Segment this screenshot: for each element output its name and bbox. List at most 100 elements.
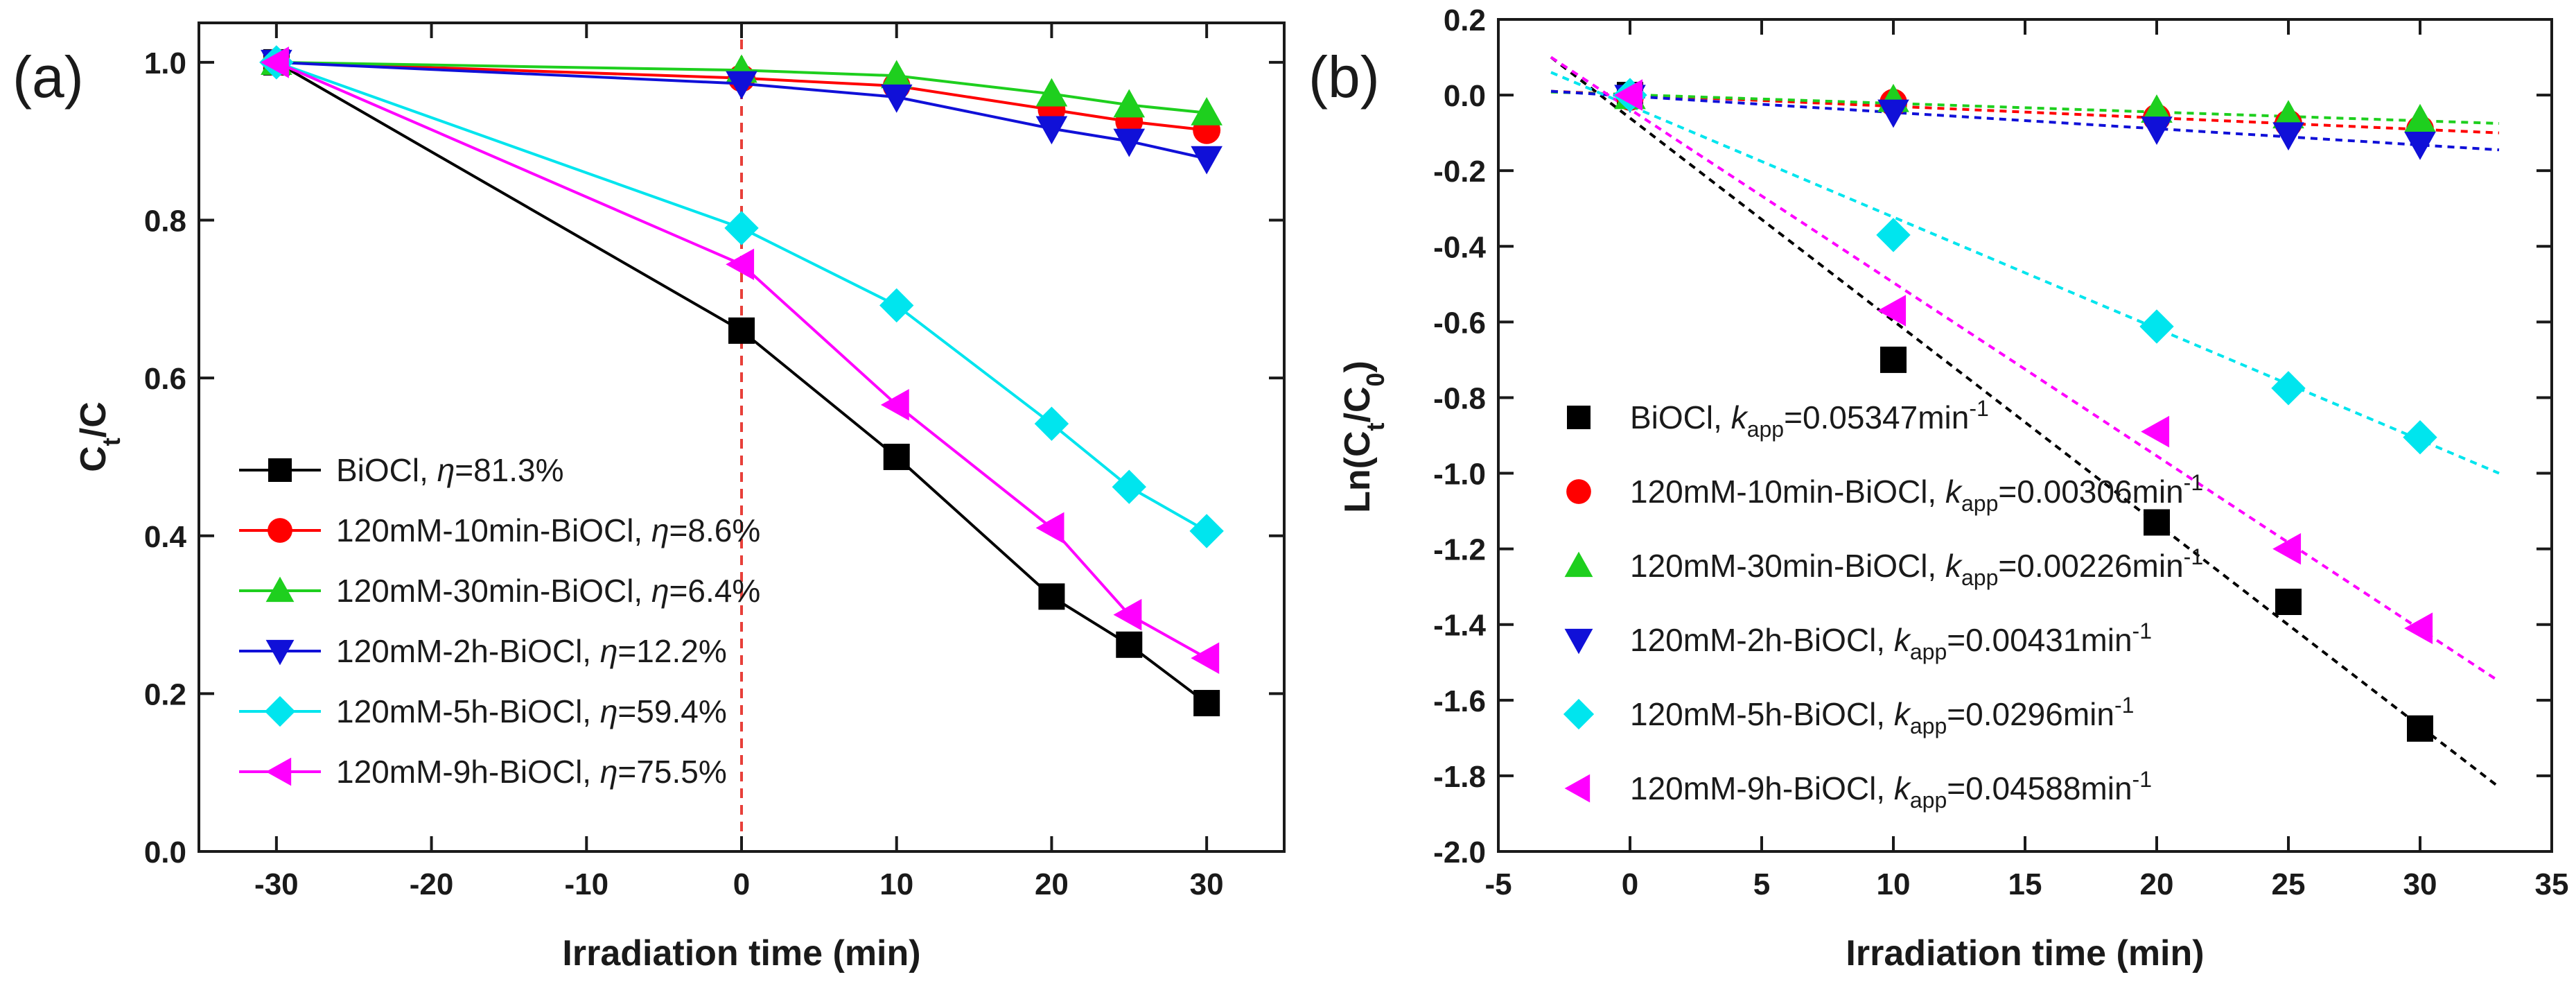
panel-b-legend-label-120mm-2h-biocl: 120mM-2h-BiOCl, kapp=0.00431min-1: [1630, 618, 2152, 664]
panel-b-xlabel: Irradiation time (min): [1846, 933, 2204, 973]
panel-a-point-120mm-9h-biocl: [261, 46, 289, 78]
panel-b-point-120mm-5h-biocl: [2403, 420, 2437, 455]
panel-b-point-120mm-9h-biocl: [2141, 415, 2170, 448]
panel-a-ytick-label: 1.0: [144, 46, 186, 80]
panel-a-point-biocl: [1116, 631, 1143, 658]
panel-a-point-120mm-30min-biocl: [1035, 78, 1068, 107]
panel-b-fit-120mm-30min-biocl: [1550, 90, 2500, 125]
panel-b-point-120mm-30min-biocl: [2272, 100, 2304, 129]
panel-b-legend-label-120mm-5h-biocl: 120mM-5h-BiOCl, kapp=0.0296min-1: [1630, 693, 2134, 738]
panel-a-xlabel: Irradiation time (min): [562, 933, 920, 973]
panel-b-point-120mm-2h-biocl: [2272, 122, 2304, 151]
panel-b-xtick-label: 5: [1753, 867, 1770, 901]
panel-a-point-120mm-9h-biocl: [1035, 512, 1064, 544]
panel-b-xtick-label: -5: [1484, 867, 1512, 901]
panel-b-legend-marker-120mm-5h-biocl: [1563, 698, 1595, 730]
panel-a-legend-label-biocl: BiOCl, η=81.3%: [336, 452, 564, 488]
panel-b-legend-marker-120mm-30min-biocl: [1564, 551, 1593, 578]
panel-b-point-120mm-30min-biocl: [2404, 103, 2436, 132]
panel-b-ytick-label: -1.0: [1433, 458, 1486, 492]
panel-a-ytick-label: 0.8: [144, 205, 186, 239]
panel-a-legend-label-120mm-9h-biocl: 120mM-9h-BiOCl, η=75.5%: [336, 754, 727, 790]
panel-b-legend-marker-120mm-9h-biocl: [1564, 774, 1591, 803]
panel-b-legend-label-120mm-9h-biocl: 120mM-9h-BiOCl, kapp=0.04588min-1: [1630, 767, 2152, 813]
panel-b-ytick-label: -0.8: [1433, 381, 1486, 415]
panel-a-point-120mm-5h-biocl: [1034, 406, 1069, 441]
panel-a-point-120mm-30min-biocl: [1113, 89, 1146, 118]
panel-a-point-120mm-5h-biocl: [1189, 514, 1224, 548]
panel-b-point-biocl: [2407, 715, 2433, 742]
panel-b-point-120mm-2h-biocl: [1877, 99, 1909, 128]
panel-a-legend-label-120mm-10min-biocl: 120mM-10min-BiOCl, η=8.6%: [336, 512, 760, 548]
panel-b-legend: BiOCl, kapp=0.05347min-1 120mM-10min-BiOC…: [1563, 396, 2203, 813]
panel-a-line-120mm-5h-biocl: [276, 61, 1208, 533]
panel-b-ytick-label: -1.4: [1433, 609, 1486, 643]
panel-b-ytick-label: -1.6: [1433, 684, 1486, 718]
panel-a-legend-label-120mm-2h-biocl: 120mM-2h-BiOCl, η=12.2%: [336, 633, 727, 669]
panel-a-ytick-label: 0.4: [144, 520, 187, 554]
panel-b-legend-marker-biocl: [1567, 406, 1591, 429]
panel-b-legend-marker-120mm-10min-biocl: [1566, 479, 1591, 504]
panel-b-label: (b): [1308, 44, 1380, 110]
panel-a: (a) -30 -20 -10 0 10 20 30 0.0 0.2 0.4 0.6 0.8 1.0 I…: [12, 21, 1286, 973]
panel-a-xtick-label: 20: [1035, 867, 1069, 901]
panel-b: (b) -5 0 5 10 15 20 25 30 35 -2.0 -1.8 -1.6 -1.4 -1.2…: [1308, 3, 2568, 973]
panel-a-ylabel: Ct/C: [73, 401, 125, 472]
panel-a-point-120mm-2h-biocl: [726, 71, 757, 100]
panel-a-xtick-label: 10: [879, 867, 913, 901]
panel-b-legend-label-biocl: BiOCl, kapp=0.05347min-1: [1630, 396, 1989, 442]
panel-b-ytick-label: -1.2: [1433, 533, 1486, 567]
panel-a-point-120mm-9h-biocl: [880, 389, 909, 421]
panel-a-point-120mm-9h-biocl: [1113, 598, 1142, 631]
panel-a-legend-label-120mm-30min-biocl: 120mM-30min-BiOCl, η=6.4%: [336, 573, 760, 609]
panel-b-fit-120mm-10min-biocl: [1550, 89, 2500, 135]
panel-b-fit-120mm-2h-biocl: [1550, 89, 2500, 152]
panel-a-legend-marker-120mm-5h-biocl: [264, 695, 296, 727]
panel-b-xtick-label: 25: [2272, 867, 2306, 901]
panel-b-ytick-label: -0.4: [1433, 230, 1486, 264]
panel-a-point-120mm-5h-biocl: [1112, 469, 1146, 504]
panel-a-legend: BiOCl, η=81.3% 120mM-10min-BiOCl, η=8.6% 1…: [239, 452, 760, 790]
panel-a-point-120mm-2h-biocl: [1035, 116, 1068, 145]
panel-b-point-120mm-5h-biocl: [2139, 309, 2174, 344]
panel-a-point-biocl: [1193, 690, 1220, 717]
panel-a-xtick-label: 30: [1190, 867, 1224, 901]
panel-a-point-120mm-2h-biocl: [1191, 146, 1223, 175]
panel-b-xtick-label: 20: [2140, 867, 2174, 901]
panel-b-ytick-label: 0.0: [1444, 79, 1486, 113]
panel-a-point-120mm-30min-biocl: [1191, 96, 1223, 125]
panel-b-ytick-label: -0.6: [1433, 306, 1486, 340]
panel-a-xtick-label: -10: [564, 867, 608, 901]
panel-a-point-120mm-5h-biocl: [879, 288, 914, 323]
panel-a-point-120mm-9h-biocl: [1191, 642, 1220, 674]
panel-a-legend-marker-120mm-10min-biocl: [268, 518, 292, 543]
panel-b-xtick-label: 0: [1622, 867, 1638, 901]
panel-a-ytick-label: 0.6: [144, 362, 186, 396]
panel-b-point-120mm-2h-biocl: [2404, 131, 2436, 160]
panel-b-legend-marker-120mm-2h-biocl: [1564, 628, 1593, 655]
panel-b-point-120mm-9h-biocl: [1877, 295, 1907, 327]
panel-a-line-120mm-30min-biocl: [276, 60, 1207, 114]
panel-a-xtick-label: 0: [733, 867, 750, 901]
panel-b-point-biocl: [2275, 589, 2302, 615]
panel-a-xtick-label: -30: [254, 867, 299, 901]
panel-b-point-biocl: [1880, 346, 1907, 373]
panel-b-ytick-label: 0.2: [1444, 3, 1486, 37]
panel-a-point-120mm-2h-biocl: [1113, 128, 1146, 157]
panel-b-point-120mm-9h-biocl: [2404, 612, 2433, 644]
panel-b-ytick-label: -1.8: [1433, 760, 1486, 794]
panel-a-ytick-label: 0.2: [144, 677, 186, 711]
panel-b-point-120mm-9h-biocl: [1614, 79, 1643, 111]
panel-b-point-120mm-9h-biocl: [2272, 533, 2302, 565]
panel-a-legend-marker-biocl: [268, 458, 292, 482]
panel-a-legend-marker-120mm-30min-biocl: [265, 576, 295, 603]
panel-a-point-120mm-2h-biocl: [880, 84, 913, 113]
panel-a-point-biocl: [883, 443, 910, 470]
panel-a-ytick-label: 0.0: [144, 836, 186, 869]
panel-a-point-120mm-5h-biocl: [724, 211, 759, 245]
panel-b-fit-120mm-9h-biocl: [1550, 55, 2500, 683]
panel-a-legend-label-120mm-5h-biocl: 120mM-5h-BiOCl, η=59.4%: [336, 693, 727, 729]
panel-b-xtick-label: 15: [2008, 867, 2042, 901]
panel-b-point-120mm-5h-biocl: [2271, 371, 2306, 406]
panel-a-legend-marker-120mm-2h-biocl: [265, 639, 295, 666]
